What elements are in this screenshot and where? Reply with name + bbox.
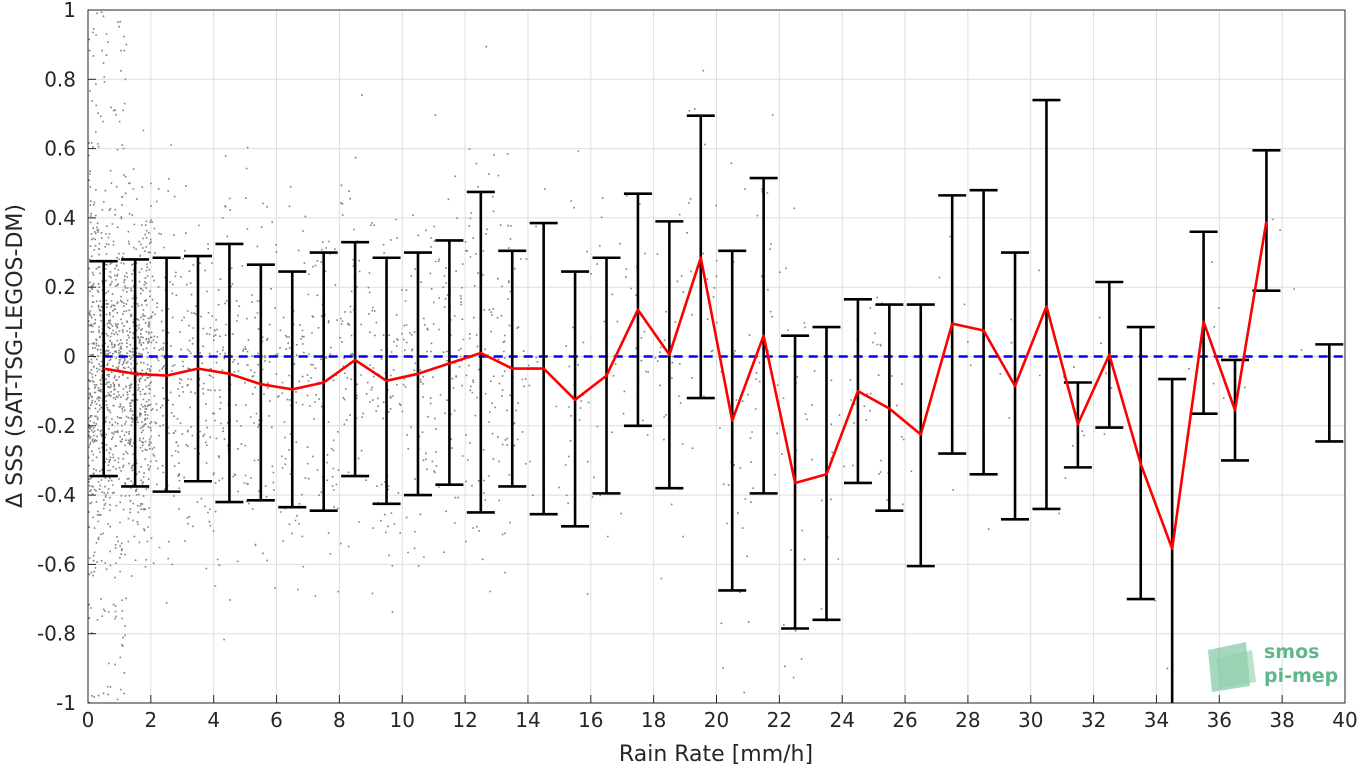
x-tick-label: 4 (207, 708, 220, 732)
tick-layer: 0 2 4 6 8 10 12 14 16 18 20 22 24 26 28 30 32 34 36 38 40-1-… (37, 0, 1358, 732)
logo-icon-fold (1216, 650, 1256, 688)
x-tick-label: 24 (829, 708, 854, 732)
logo-text-line1: smos (1264, 641, 1319, 663)
x-tick-label: 26 (892, 708, 917, 732)
y-tick-label: 0.4 (44, 206, 76, 230)
x-tick-label: 28 (955, 708, 980, 732)
x-tick-label: 0 (82, 708, 95, 732)
y-tick-label: -0.8 (37, 622, 76, 646)
x-tick-label: 8 (333, 708, 346, 732)
x-tick-label: 18 (641, 708, 666, 732)
x-tick-label: 16 (578, 708, 603, 732)
x-tick-label: 34 (1144, 708, 1169, 732)
x-tick-label: 12 (452, 708, 477, 732)
smos-pi-mep-logo: smos pi-mep (1208, 641, 1338, 692)
x-tick-label: 2 (144, 708, 157, 732)
x-tick-label: 22 (767, 708, 792, 732)
x-tick-label: 14 (515, 708, 540, 732)
x-tick-label: 36 (1207, 708, 1232, 732)
y-tick-label: 0 (63, 345, 76, 369)
y-tick-label: -1 (56, 691, 76, 715)
x-tick-label: 38 (1269, 708, 1294, 732)
x-tick-label: 10 (390, 708, 415, 732)
y-tick-label: -0.2 (37, 414, 76, 438)
y-tick-label: -0.6 (37, 552, 76, 576)
logo-text-line2: pi-mep (1264, 665, 1338, 687)
x-tick-label: 20 (704, 708, 729, 732)
x-tick-label: 40 (1332, 708, 1357, 732)
x-axis-label: Rain Rate [mm/h] (619, 742, 813, 767)
x-tick-label: 6 (270, 708, 283, 732)
y-tick-label: 0.2 (44, 275, 76, 299)
y-axis-label: Δ SSS (SAT-TSG-LEGOS-DM) (3, 204, 28, 508)
y-tick-label: 1 (63, 0, 76, 22)
y-tick-label: -0.4 (37, 483, 76, 507)
x-tick-label: 32 (1081, 708, 1106, 732)
x-tick-label: 30 (1018, 708, 1043, 732)
y-tick-label: 0.6 (44, 137, 76, 161)
mean-line-layer (103, 221, 1268, 551)
mean-line (103, 221, 1268, 551)
y-tick-label: 0.8 (44, 67, 76, 91)
